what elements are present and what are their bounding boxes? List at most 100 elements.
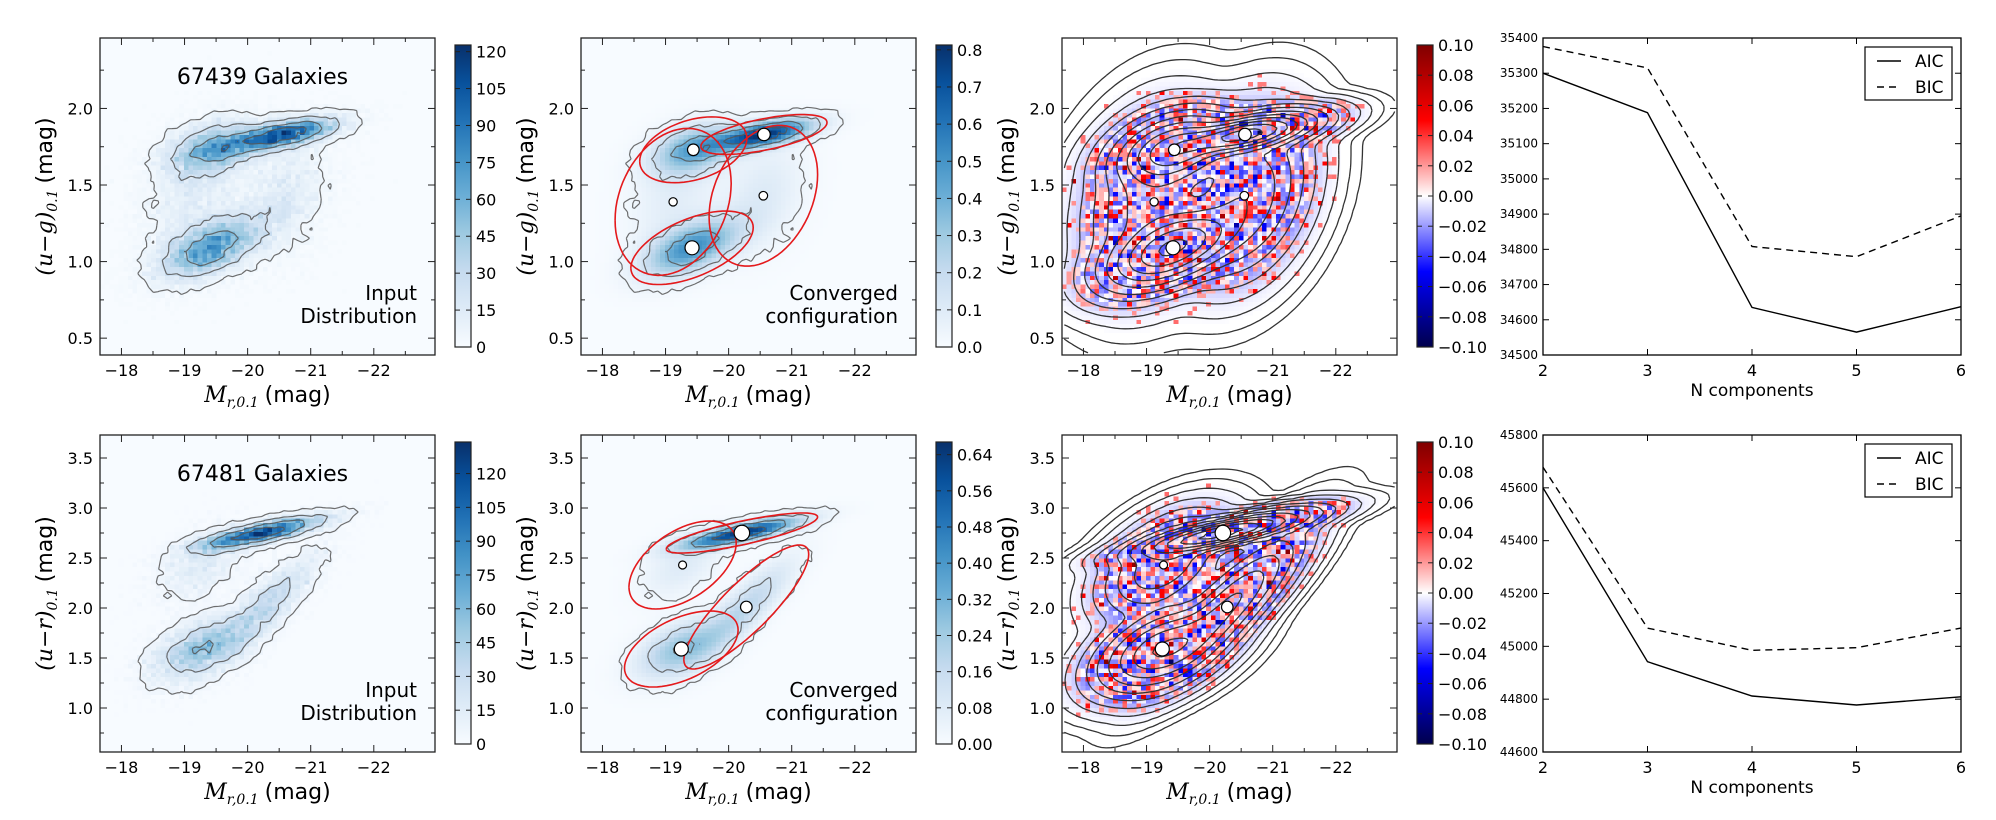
density-cell	[156, 104, 161, 109]
density-cell	[370, 73, 375, 78]
density-cell	[254, 285, 259, 290]
density-cell	[421, 73, 426, 78]
density-cell	[291, 174, 296, 179]
density-cell	[412, 219, 417, 224]
density-cell	[398, 188, 403, 193]
density-cell	[216, 100, 221, 105]
density-cell	[268, 197, 273, 202]
density-cell	[263, 51, 268, 56]
density-cell	[244, 38, 249, 43]
density-cell	[109, 320, 114, 325]
density-cell	[100, 192, 105, 197]
density-cell	[156, 254, 161, 259]
density-cell	[147, 337, 152, 342]
density-cell	[337, 130, 342, 135]
density-cell	[351, 64, 356, 69]
density-cell	[221, 201, 226, 206]
density-cell	[160, 170, 165, 175]
density-cell	[416, 241, 421, 246]
density-cell	[412, 258, 417, 263]
density-cell	[281, 258, 286, 263]
density-cell	[123, 91, 128, 96]
density-cell	[398, 95, 403, 100]
density-cell	[281, 38, 286, 43]
density-cell	[268, 56, 273, 61]
density-cell	[170, 302, 175, 307]
density-cell	[109, 315, 114, 320]
density-cell	[281, 329, 286, 334]
density-cell	[412, 100, 417, 105]
density-cell	[314, 245, 319, 250]
density-cell	[398, 337, 403, 342]
density-cell	[179, 161, 184, 166]
density-cell	[221, 333, 226, 338]
density-cell	[388, 108, 393, 113]
density-cell	[179, 95, 184, 100]
density-cell	[342, 219, 347, 224]
density-cell	[351, 285, 356, 290]
density-cell	[388, 192, 393, 197]
density-cell	[114, 82, 119, 87]
density-cell	[174, 249, 179, 254]
density-cell	[426, 42, 431, 47]
density-cell	[319, 236, 324, 241]
density-cell	[421, 91, 426, 96]
density-cell	[421, 122, 426, 127]
density-cell	[207, 289, 212, 294]
density-cell	[337, 95, 342, 100]
density-cell	[114, 263, 119, 268]
density-cell	[249, 117, 254, 122]
density-cell	[263, 293, 268, 298]
density-cell	[193, 214, 198, 219]
density-cell	[198, 183, 203, 188]
density-cell	[291, 126, 296, 131]
density-cell	[263, 135, 268, 140]
density-cell	[235, 276, 240, 281]
density-cell	[212, 263, 217, 268]
density-cell	[105, 280, 110, 285]
density-cell	[128, 64, 133, 69]
density-cell	[249, 254, 254, 259]
density-cell	[295, 280, 300, 285]
density-cell	[254, 311, 259, 316]
density-cell	[170, 188, 175, 193]
density-cell	[314, 95, 319, 100]
density-cell	[109, 161, 114, 166]
density-cell	[184, 271, 189, 276]
density-cell	[105, 148, 110, 153]
density-cell	[388, 91, 393, 96]
density-cell	[254, 201, 259, 206]
density-cell	[291, 311, 296, 316]
density-cell	[254, 337, 259, 342]
density-cell	[216, 285, 221, 290]
density-cell	[351, 223, 356, 228]
density-cell	[235, 263, 240, 268]
density-cell	[291, 293, 296, 298]
density-cell	[379, 122, 384, 127]
density-cell	[188, 157, 193, 162]
density-cell	[230, 320, 235, 325]
density-cell	[100, 60, 105, 65]
density-cell	[160, 60, 165, 65]
density-cell	[202, 276, 207, 281]
density-cell	[156, 174, 161, 179]
density-cell	[305, 333, 310, 338]
density-cell	[309, 91, 314, 96]
density-cell	[128, 51, 133, 56]
density-cell	[375, 104, 380, 109]
density-cell	[100, 236, 105, 241]
density-cell	[179, 227, 184, 232]
density-cell	[128, 289, 133, 294]
density-cell	[407, 117, 412, 122]
density-cell	[398, 210, 403, 215]
density-cell	[133, 135, 138, 140]
density-cell	[421, 126, 426, 131]
density-cell	[361, 245, 366, 250]
density-cell	[174, 183, 179, 188]
density-cell	[142, 38, 147, 43]
density-cell	[268, 241, 273, 246]
density-cell	[319, 276, 324, 281]
density-cell	[305, 214, 310, 219]
density-cell	[184, 183, 189, 188]
density-cell	[123, 298, 128, 303]
